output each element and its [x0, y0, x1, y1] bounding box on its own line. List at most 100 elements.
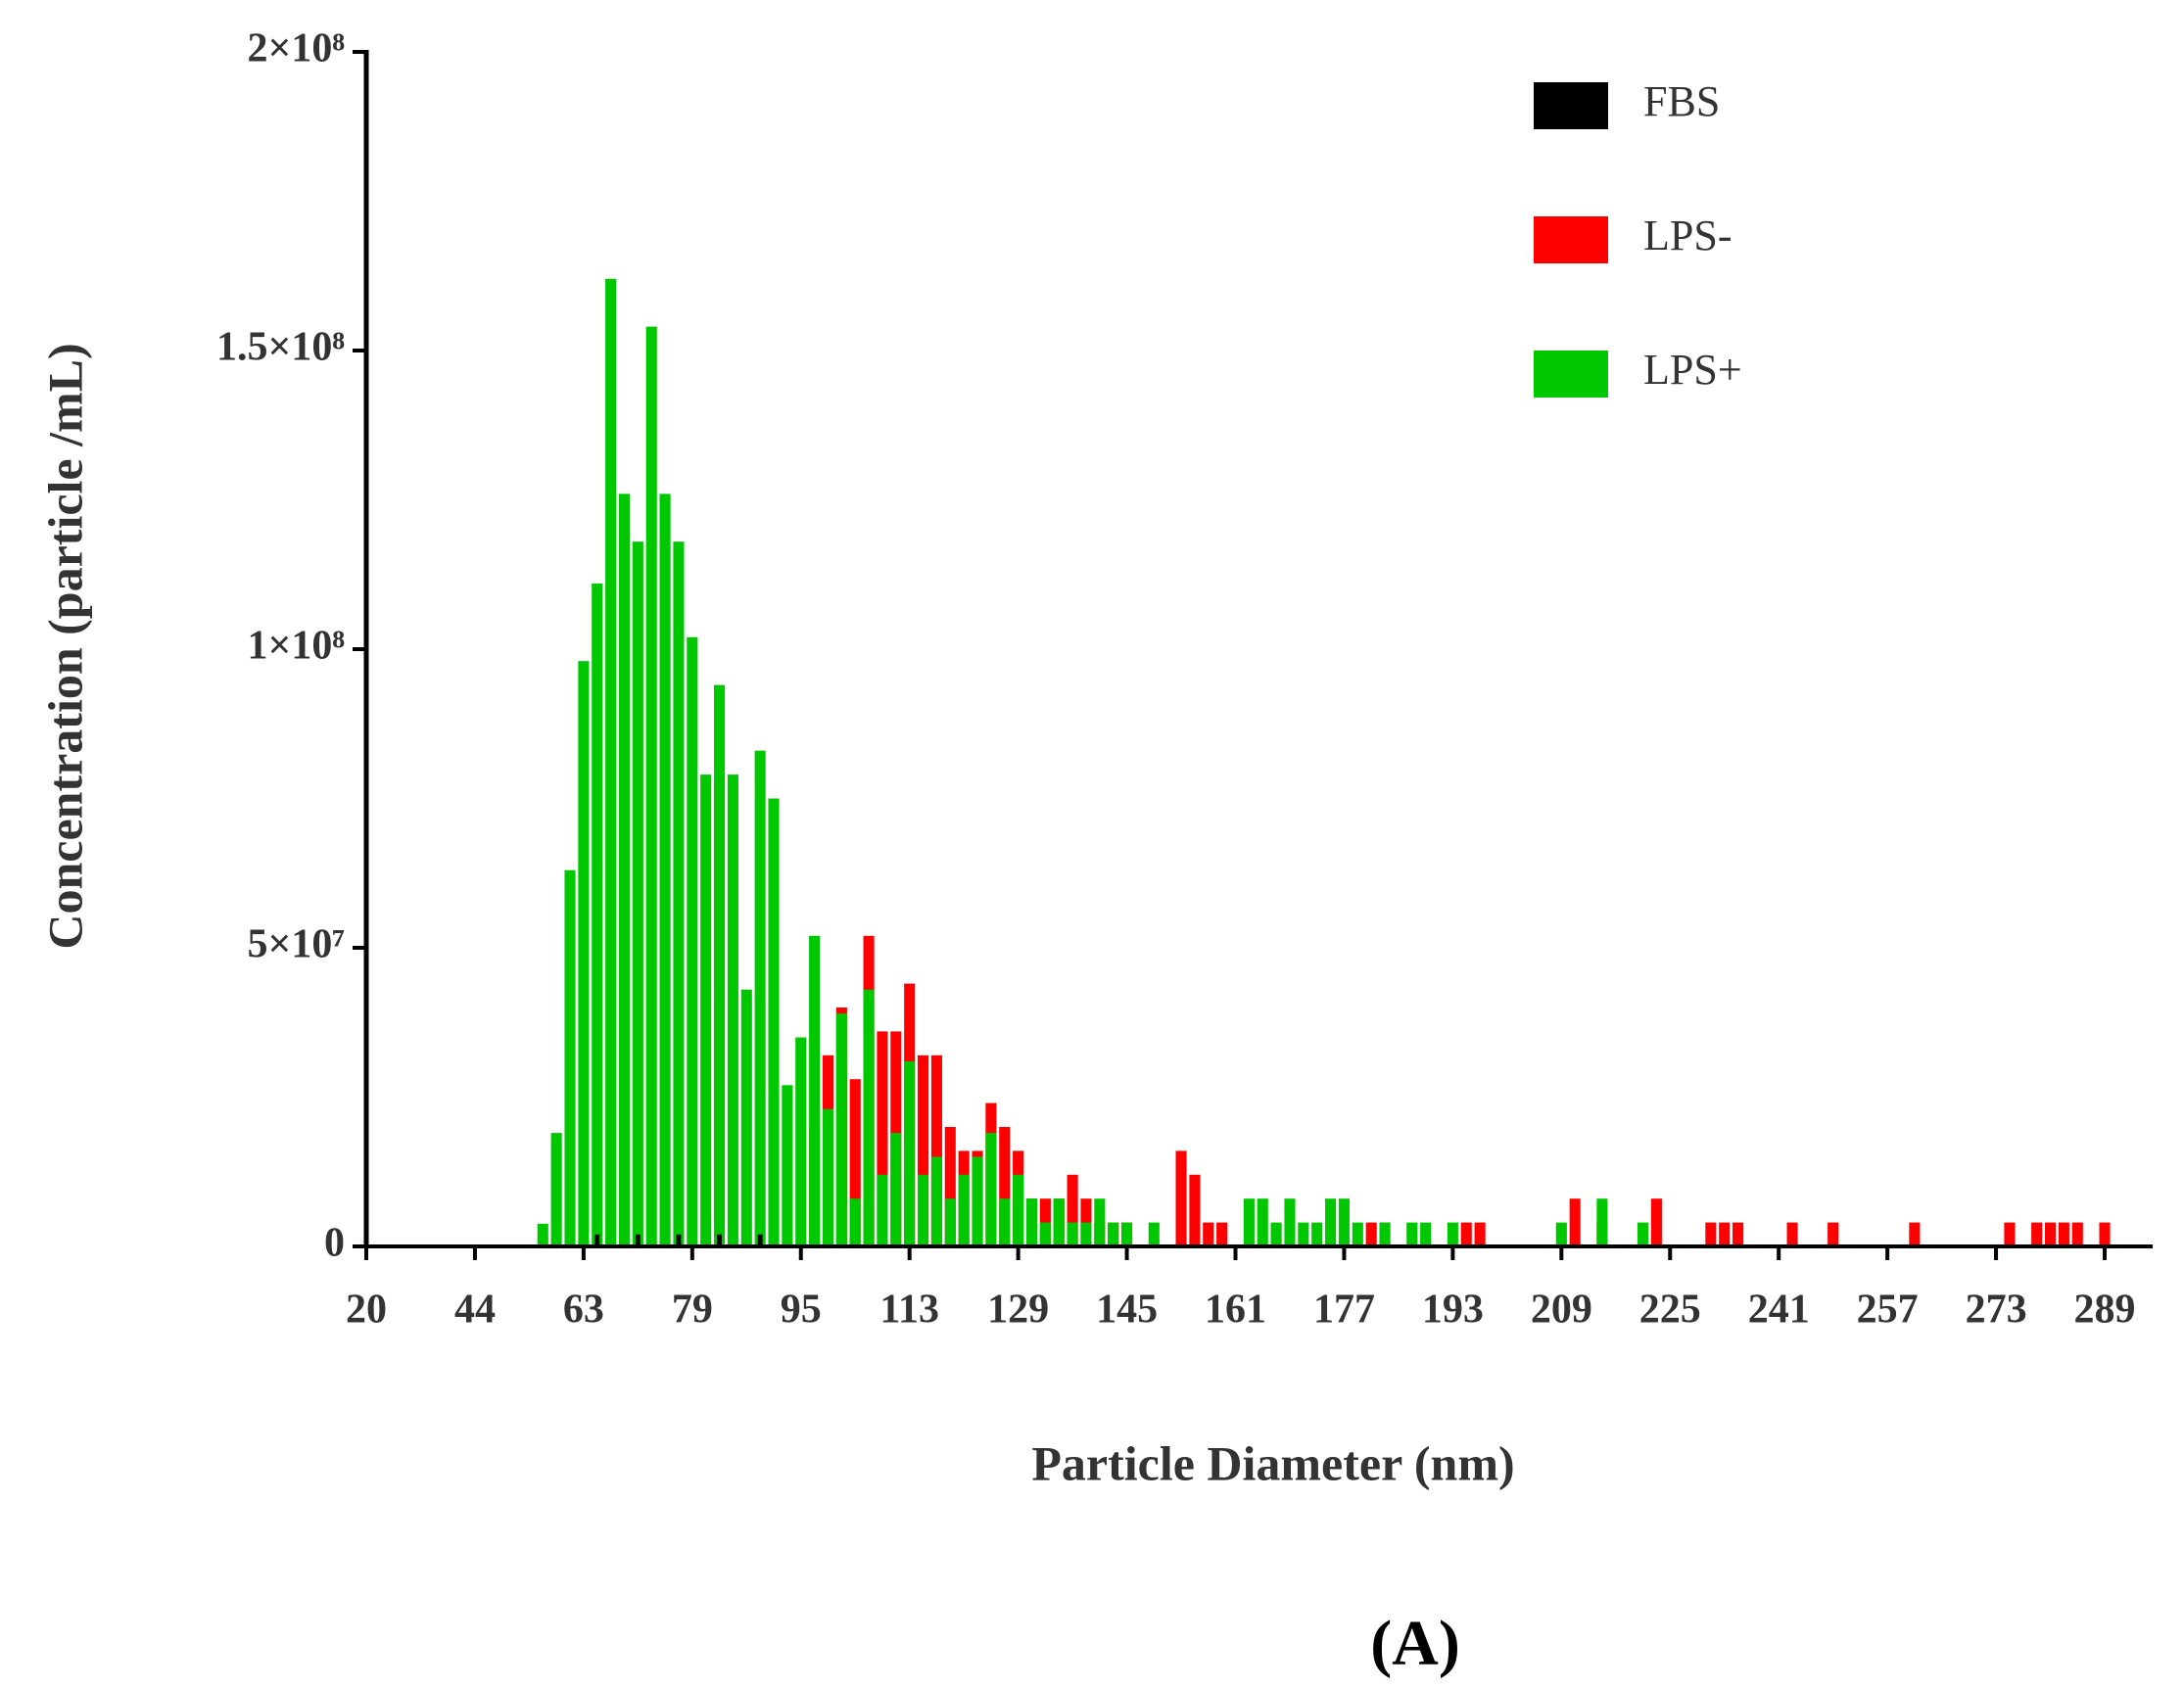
legend-swatch [1534, 82, 1608, 129]
bar [1365, 1222, 1377, 1246]
legend-label: FBS [1643, 77, 1720, 125]
bar [717, 1234, 722, 1246]
bar [958, 1174, 970, 1246]
x-tick-label: 63 [563, 1288, 604, 1333]
bar [1298, 1222, 1309, 1246]
bar [822, 1108, 834, 1246]
bar [1705, 1222, 1717, 1246]
bar [782, 1085, 793, 1246]
bar [714, 684, 726, 1246]
bar [754, 750, 766, 1246]
bar [1203, 1222, 1214, 1246]
bar [795, 1037, 807, 1246]
bar [1053, 1198, 1065, 1246]
bar [550, 1133, 562, 1246]
bar [1733, 1222, 1744, 1246]
bar [944, 1127, 956, 1246]
y-tick-label: 2×10⁸ [247, 26, 345, 71]
bar [1013, 1174, 1024, 1246]
bar [1786, 1222, 1798, 1246]
bar [635, 1234, 641, 1246]
x-tick-label: 273 [1966, 1288, 2027, 1333]
bar [972, 1156, 983, 1246]
bar [835, 1013, 847, 1246]
bar [2058, 1222, 2069, 1246]
bar [1175, 1150, 1187, 1246]
bar [564, 869, 576, 1246]
bar [1311, 1222, 1323, 1246]
legend-label: LPS- [1643, 211, 1732, 259]
x-tick-label: 79 [672, 1288, 713, 1333]
bar [1338, 1198, 1350, 1246]
x-tick-label: 44 [454, 1288, 496, 1333]
bar [1243, 1198, 1255, 1246]
bar [890, 1133, 902, 1246]
y-tick-label: 1×10⁸ [247, 624, 345, 669]
x-tick-label: 209 [1531, 1288, 1592, 1333]
bar [1094, 1198, 1106, 1246]
bar [1474, 1222, 1486, 1246]
bar [930, 1156, 942, 1246]
legend-swatch [1534, 216, 1608, 263]
x-tick-label: 193 [1422, 1288, 1484, 1333]
bar [2044, 1222, 2057, 1246]
bar [605, 278, 617, 1246]
x-tick-label: 95 [781, 1288, 822, 1333]
bar [1216, 1222, 1228, 1246]
bar [768, 798, 780, 1246]
bar [1596, 1198, 1608, 1246]
x-tick-label: 257 [1857, 1288, 1919, 1333]
x-tick-label: 129 [987, 1288, 1049, 1333]
bar [877, 1031, 888, 1246]
bar [1719, 1222, 1731, 1246]
bar [1080, 1222, 1092, 1246]
legend-swatch [1534, 351, 1608, 398]
bar [1447, 1222, 1458, 1246]
bar [1121, 1222, 1133, 1246]
bar [632, 541, 643, 1246]
bar [2099, 1222, 2111, 1246]
bar [877, 1174, 888, 1246]
bar [2004, 1222, 2016, 1246]
bar [594, 1234, 600, 1246]
bar [2071, 1222, 2083, 1246]
bar [618, 493, 631, 1246]
bar [918, 1055, 929, 1246]
bar [676, 1234, 682, 1246]
x-tick-label: 145 [1096, 1288, 1158, 1333]
bar [727, 774, 738, 1246]
y-tick-label: 1.5×10⁸ [216, 325, 345, 370]
bar [1379, 1222, 1391, 1246]
bar [1828, 1222, 1839, 1246]
bar [809, 935, 821, 1246]
bar [1270, 1222, 1282, 1246]
bar [592, 583, 603, 1246]
x-tick-label: 20 [346, 1288, 387, 1333]
bar [1352, 1222, 1363, 1246]
x-tick-label: 177 [1313, 1288, 1375, 1333]
y-tick-label: 0 [324, 1221, 345, 1266]
bar [1569, 1198, 1581, 1246]
bar [849, 1198, 861, 1246]
x-tick-label: 289 [2074, 1288, 2136, 1333]
bar [1909, 1222, 1921, 1246]
x-tick-label: 161 [1205, 1288, 1266, 1333]
bar [578, 661, 590, 1246]
x-tick-label: 225 [1639, 1288, 1701, 1333]
x-axis-label: Particle Diameter (nm) [1031, 1435, 1514, 1490]
bar [1067, 1222, 1078, 1246]
bar [863, 989, 875, 1246]
bar [1325, 1198, 1337, 1246]
bar [985, 1133, 997, 1246]
bar [918, 1174, 929, 1246]
bar [740, 989, 752, 1246]
bar [757, 1234, 763, 1246]
bar [1637, 1222, 1649, 1246]
bar [1189, 1174, 1201, 1246]
bar [999, 1198, 1011, 1246]
panel-label: (A) [1370, 1608, 1460, 1679]
bar [1650, 1198, 1662, 1246]
x-tick-label: 241 [1748, 1288, 1810, 1333]
